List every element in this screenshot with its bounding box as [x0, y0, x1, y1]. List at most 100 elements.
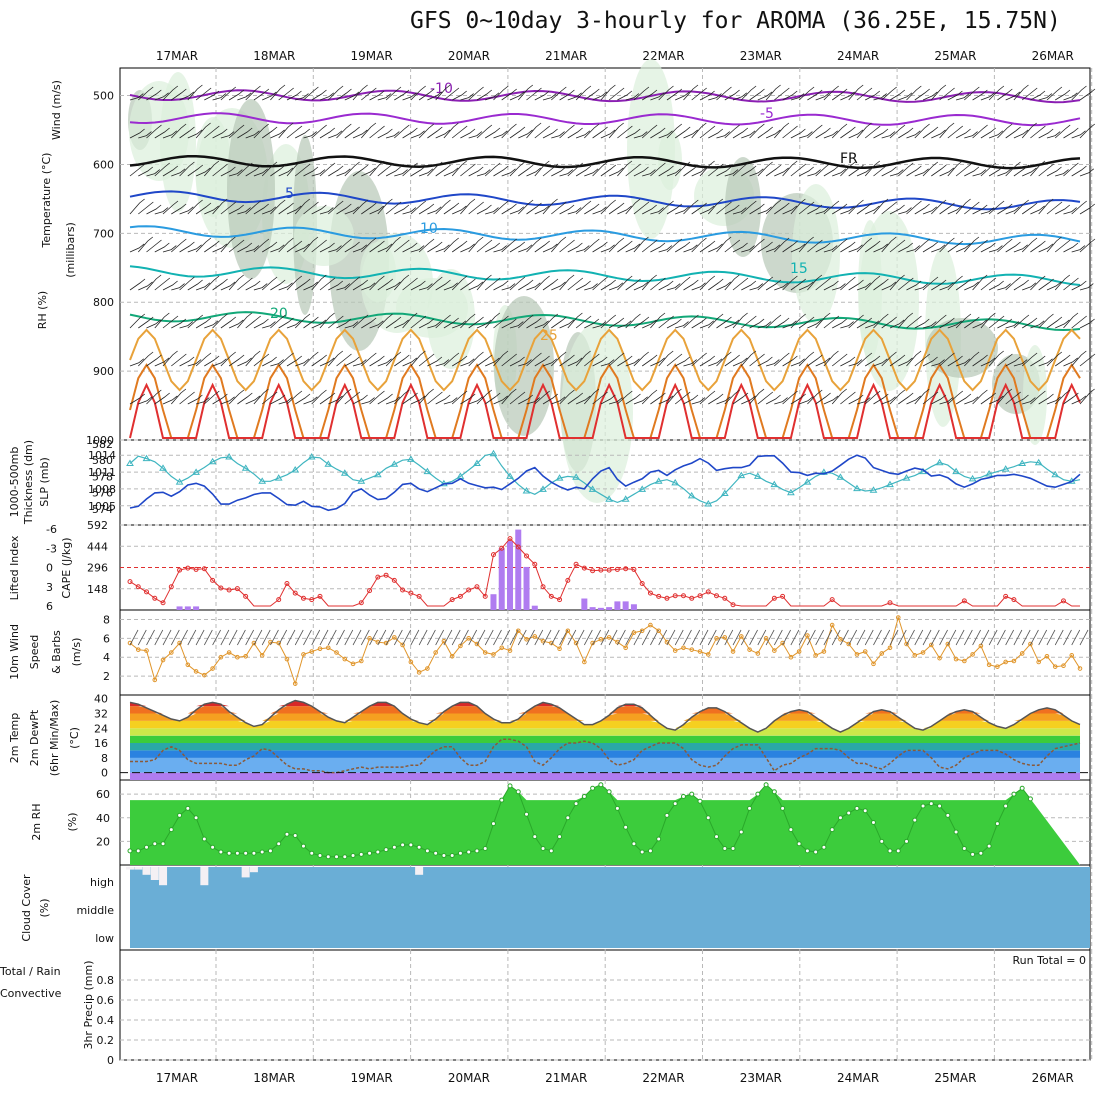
- wind-barb: [848, 359, 863, 367]
- wind-barb: [162, 395, 178, 405]
- wind-barb: [592, 206, 607, 215]
- li-marker: [185, 565, 191, 571]
- wind-barb: [327, 350, 344, 367]
- wind-barb: [402, 392, 418, 405]
- wind-barb: [807, 204, 823, 215]
- rh-marker: [970, 851, 976, 857]
- wind-barb: [509, 241, 526, 253]
- wind-barb: [393, 629, 403, 646]
- wind-barb: [848, 629, 858, 646]
- li-marker: [367, 588, 373, 594]
- li-marker: [680, 593, 686, 599]
- temp-band: [130, 772, 1080, 780]
- wind-barb: [435, 164, 451, 177]
- wind-barb: [873, 393, 889, 405]
- wind-barb: [815, 312, 831, 329]
- wind-barb: [212, 313, 228, 329]
- wind-barb: [410, 200, 427, 215]
- wind-barb: [468, 396, 483, 405]
- wind-barb: [675, 321, 689, 329]
- wind-barb: [881, 236, 897, 253]
- wind-barb: [468, 351, 484, 367]
- wind-barb: [964, 131, 978, 139]
- wind-barb: [782, 390, 798, 405]
- wind-barb: [889, 89, 906, 101]
- wind-barb: [955, 163, 972, 177]
- rh-marker: [325, 854, 331, 860]
- thickness-marker: [522, 487, 531, 494]
- rh-marker: [309, 850, 315, 856]
- wind-barb: [559, 319, 575, 329]
- wind-barb: [154, 312, 170, 329]
- wind-barb: [881, 131, 896, 139]
- wind-barb: [146, 629, 155, 646]
- wind-barb: [286, 125, 303, 139]
- isotherm-line: [129, 89, 1081, 104]
- wind-barb: [749, 629, 758, 646]
- rh-marker: [234, 850, 240, 856]
- li-marker: [548, 593, 554, 599]
- wind-barb: [344, 206, 359, 215]
- wind-barb: [749, 318, 765, 329]
- wind-barb: [551, 166, 567, 177]
- thickness-marker: [654, 477, 663, 484]
- wind-speed-marker: [730, 649, 736, 654]
- rh-marker: [1019, 785, 1025, 791]
- wind-barb: [385, 201, 402, 215]
- wind-barb: [592, 241, 608, 253]
- rh-marker: [672, 801, 678, 807]
- temp-band: [130, 700, 1080, 707]
- wind-barb: [749, 238, 765, 253]
- li-marker: [507, 536, 513, 542]
- wind-barb: [831, 238, 848, 253]
- wind-barb: [526, 202, 542, 215]
- wind-barb: [765, 244, 781, 253]
- li-marker: [168, 584, 174, 590]
- wind-barb: [1054, 124, 1071, 139]
- wind-barb: [559, 89, 575, 101]
- wind-barb: [724, 629, 734, 646]
- wind-barb: [509, 126, 526, 139]
- wind-barb: [170, 388, 187, 405]
- wind-axis-label: (m/s): [70, 638, 83, 667]
- wind-barb: [377, 128, 393, 139]
- wind-barb: [922, 276, 939, 291]
- wind-barb: [237, 277, 253, 291]
- li-marker: [647, 590, 653, 596]
- wind-barb: [369, 390, 385, 405]
- wind-barb: [691, 122, 707, 139]
- cloud-tick: middle: [76, 904, 114, 917]
- wind-barb: [542, 629, 552, 646]
- temp-band: [130, 720, 1080, 729]
- wind-barb: [352, 199, 369, 215]
- wind-barb: [1079, 88, 1096, 101]
- wind-barb: [625, 313, 641, 329]
- wind-barb: [228, 239, 245, 253]
- wind-barb: [328, 315, 344, 329]
- wind-barb: [179, 161, 195, 177]
- wind-barb: [765, 279, 782, 291]
- rh-marker: [920, 803, 926, 809]
- wind-barb: [228, 354, 245, 367]
- wind-barb: [1055, 204, 1071, 215]
- wind-barb: [1038, 128, 1054, 139]
- wind-barb: [493, 350, 509, 367]
- wind-barb: [237, 92, 252, 101]
- wind-barb: [798, 629, 808, 646]
- wind-speed-marker: [656, 628, 661, 634]
- wind-barb: [1021, 317, 1038, 329]
- wind-axis-label: Speed: [28, 635, 41, 669]
- wind-barb: [691, 352, 707, 367]
- date-label-bottom: 22MAR: [642, 1071, 684, 1085]
- wind-barb: [1038, 313, 1054, 329]
- wind-speed-marker: [1019, 651, 1025, 656]
- wind-barb: [1005, 276, 1021, 291]
- wind-barb: [311, 169, 326, 177]
- wind-barb: [815, 92, 830, 101]
- rh-marker: [581, 794, 587, 800]
- wind-barb: [823, 245, 838, 253]
- wind-speed-marker: [582, 659, 587, 665]
- wind-barb: [1055, 169, 1069, 177]
- wind-barb: [1079, 238, 1096, 253]
- wind-barb: [452, 205, 467, 215]
